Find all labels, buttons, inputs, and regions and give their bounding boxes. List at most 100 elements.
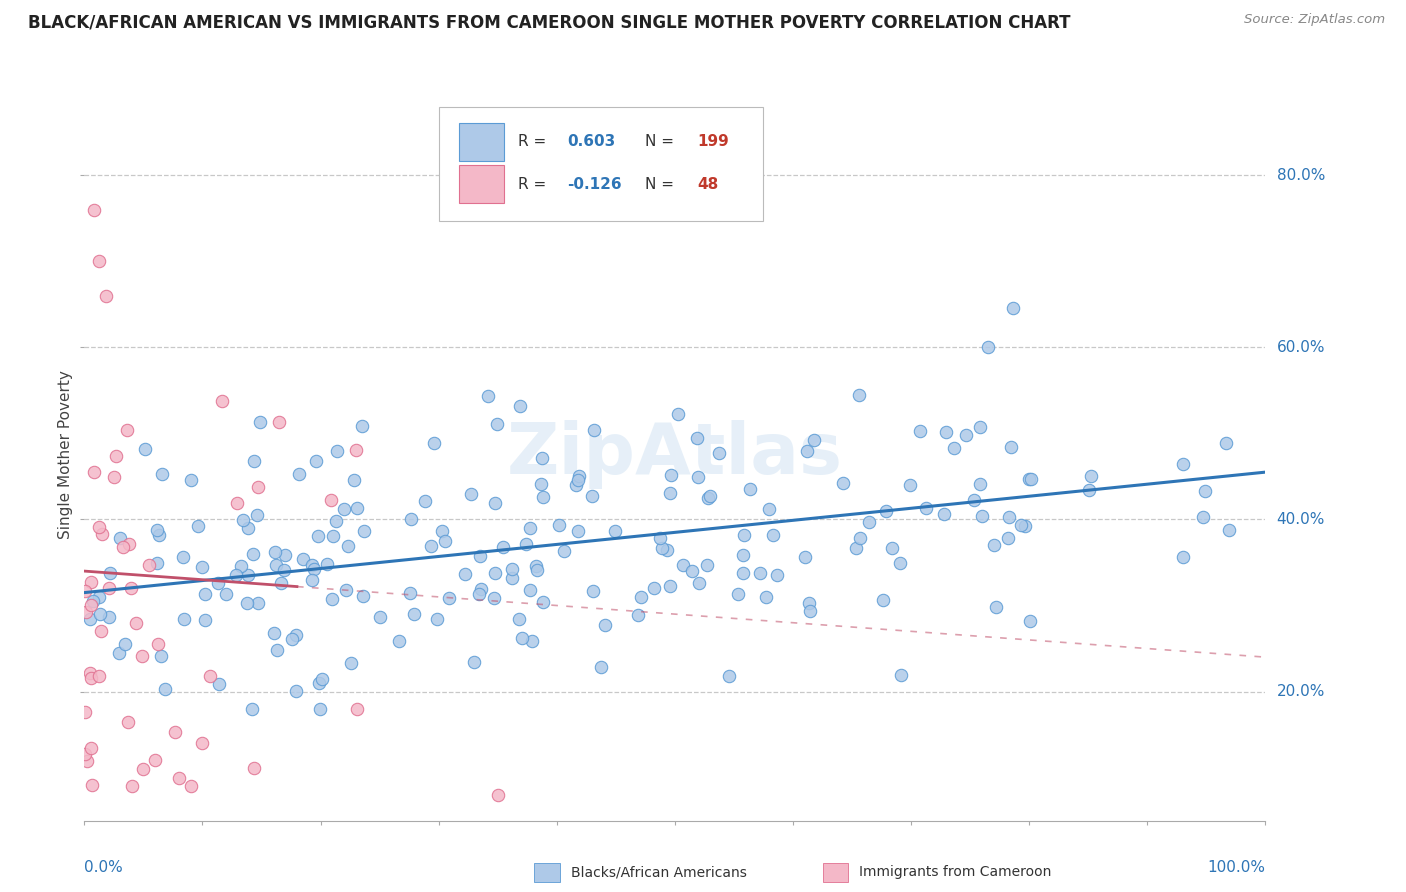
Point (172, 550, 194, 565)
Point (404, 607, 426, 621)
Point (898, 477, 921, 491)
Point (353, 524, 375, 538)
Point (484, 566, 506, 580)
Point (83, 465, 105, 479)
Point (935, 425, 957, 439)
Point (340, 656, 363, 670)
Text: 80.0%: 80.0% (1277, 168, 1324, 183)
Point (524, 559, 547, 574)
Point (79, 671, 101, 685)
Point (875, 504, 897, 518)
Point (321, 492, 343, 507)
Point (243, 453, 266, 467)
Point (630, 590, 652, 604)
Point (194, 613, 217, 627)
Point (315, 557, 337, 571)
Text: N =: N = (645, 177, 679, 192)
Point (1018, 614, 1040, 628)
FancyBboxPatch shape (458, 123, 503, 161)
Point (522, 634, 544, 648)
Point (969, 420, 991, 434)
Point (187, 518, 209, 533)
Point (845, 541, 868, 555)
Point (430, 524, 453, 539)
Text: 199: 199 (697, 135, 730, 149)
Point (463, 655, 485, 669)
Point (246, 596, 269, 610)
Point (117, 424, 139, 438)
Text: 48: 48 (697, 177, 718, 192)
Point (399, 586, 422, 600)
Point (89, 607, 111, 621)
Point (118, 537, 141, 551)
Point (325, 443, 347, 458)
Point (287, 467, 309, 481)
Point (180, 473, 202, 487)
Point (501, 570, 523, 584)
Point (531, 491, 554, 505)
Point (388, 634, 411, 648)
Point (969, 476, 991, 491)
Point (82, 594, 104, 608)
Point (83, 202, 105, 217)
Point (90, 526, 112, 541)
Point (111, 540, 134, 554)
Text: ZipAtlas: ZipAtlas (508, 420, 842, 490)
Point (346, 702, 368, 716)
Point (98, 581, 121, 595)
Point (470, 582, 492, 597)
Point (932, 508, 955, 522)
Point (515, 537, 537, 551)
Point (659, 579, 682, 593)
Point (285, 684, 308, 698)
Point (413, 493, 436, 508)
Point (581, 490, 603, 504)
Point (1019, 472, 1042, 486)
Point (321, 592, 343, 607)
Point (530, 451, 553, 466)
Point (890, 668, 912, 682)
Point (484, 496, 506, 510)
Point (131, 648, 153, 663)
Point (1215, 436, 1237, 450)
Point (1010, 518, 1032, 533)
Point (519, 521, 541, 535)
Point (582, 424, 605, 438)
Point (148, 528, 170, 542)
Point (98, 566, 121, 580)
Point (564, 477, 586, 491)
Point (263, 626, 285, 640)
Point (191, 560, 214, 574)
Point (79, 666, 101, 681)
Point (267, 415, 290, 429)
Point (758, 501, 780, 516)
Point (243, 761, 266, 775)
Point (1171, 457, 1194, 471)
Point (510, 631, 533, 645)
Point (591, 660, 613, 674)
Point (914, 501, 936, 516)
Point (264, 558, 287, 573)
Text: 60.0%: 60.0% (1277, 340, 1324, 355)
Point (311, 672, 333, 686)
Text: 40.0%: 40.0% (1277, 512, 1324, 527)
Point (207, 576, 229, 591)
Point (145, 556, 167, 570)
Point (727, 587, 749, 601)
Point (942, 442, 965, 456)
Point (477, 389, 499, 403)
Point (242, 547, 264, 561)
Text: N =: N = (645, 135, 679, 149)
Point (246, 508, 269, 523)
Point (401, 511, 423, 525)
Point (325, 514, 347, 528)
Point (718, 669, 741, 683)
Point (697, 491, 720, 505)
Point (215, 586, 238, 600)
Point (134, 442, 156, 456)
Point (309, 702, 332, 716)
Point (1077, 483, 1099, 497)
Point (696, 558, 718, 573)
Point (117, 714, 139, 729)
Point (848, 388, 870, 402)
